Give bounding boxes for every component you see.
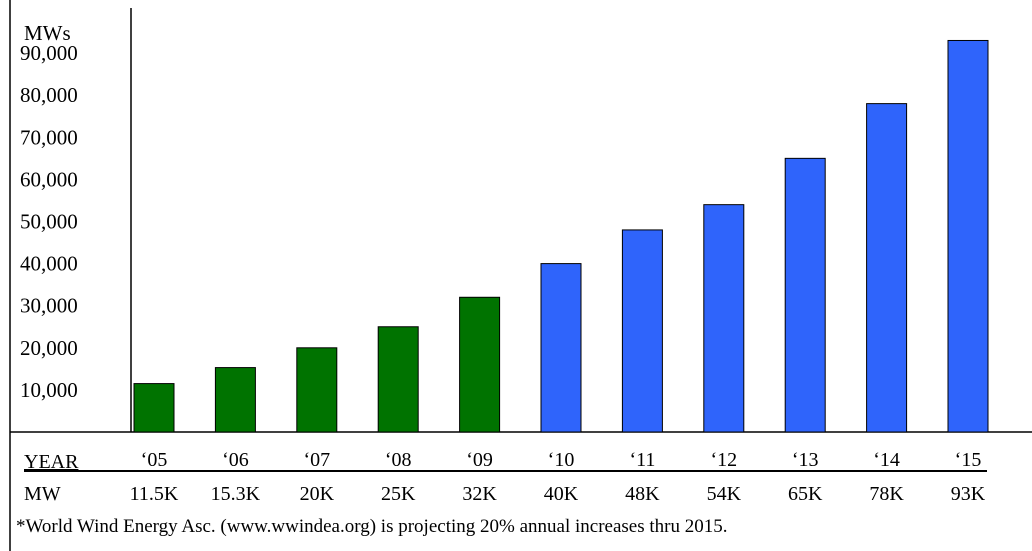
x-category-label: ‘12: [710, 449, 737, 471]
bar-11: [621, 229, 663, 433]
bar-06: [214, 367, 256, 433]
x-category-label: ‘06: [222, 449, 249, 471]
mw-value-label: 93K: [951, 483, 986, 505]
year-row-label: YEAR: [24, 451, 79, 473]
bars: [133, 39, 989, 433]
y-tick-label: 10,000: [20, 378, 78, 402]
y-tick-label: 80,000: [20, 83, 78, 107]
mw-value-label: 78K: [869, 483, 904, 505]
x-category-label: ‘14: [873, 449, 900, 471]
x-category-labels: ‘05 ‘06 ‘07 ‘08 ‘09 ‘10 ‘11 ‘12 ‘13 ‘14 ‘15: [141, 449, 982, 471]
bar-07: [296, 347, 338, 433]
y-tick-label: 50,000: [20, 210, 78, 234]
x-category-label: ‘15: [955, 449, 982, 471]
x-category-label: ‘07: [303, 449, 330, 471]
y-tick-label: 40,000: [20, 252, 78, 276]
x-category-label: ‘09: [466, 449, 493, 471]
mw-value-labels: 11.5K 15.3K 20K 25K 32K 40K 48K 54K 65K 78K 93K: [130, 483, 986, 505]
bar-14: [866, 103, 908, 433]
mw-value-label: 11.5K: [130, 483, 179, 505]
mw-value-label: 54K: [707, 483, 742, 505]
y-tick-label: 90,000: [20, 41, 78, 65]
mw-value-label: 48K: [625, 483, 660, 505]
bar-10: [540, 263, 582, 433]
mw-row-label: MW: [24, 483, 61, 505]
bar-05: [133, 383, 175, 433]
bar-13: [784, 157, 826, 433]
y-tick-labels: 10,000 20,000 30,000 40,000 50,000 60,000 70,0…: [20, 41, 78, 402]
mw-value-label: 25K: [381, 483, 416, 505]
y-tick-label: 30,000: [20, 294, 78, 318]
bar-12: [703, 204, 745, 433]
x-category-label: ‘11: [629, 449, 655, 471]
x-category-label: ‘10: [548, 449, 575, 471]
y-tick-label: 60,000: [20, 167, 78, 191]
mw-value-label: 20K: [300, 483, 335, 505]
mw-value-label: 40K: [544, 483, 579, 505]
y-tick-label: 70,000: [20, 125, 78, 149]
mw-value-label: 65K: [788, 483, 823, 505]
mw-value-label: 15.3K: [211, 483, 261, 505]
y-axis-title: MWs: [24, 21, 71, 45]
mw-value-label: 32K: [462, 483, 497, 505]
bar-08: [377, 326, 419, 433]
x-category-label: ‘08: [385, 449, 412, 471]
footnote: *World Wind Energy Asc. (www.wwindea.org…: [16, 516, 727, 537]
x-category-label: ‘05: [141, 449, 168, 471]
bar-09: [459, 296, 501, 433]
x-category-label: ‘13: [792, 449, 819, 471]
bar-15: [947, 39, 989, 433]
y-tick-label: 20,000: [20, 336, 78, 360]
